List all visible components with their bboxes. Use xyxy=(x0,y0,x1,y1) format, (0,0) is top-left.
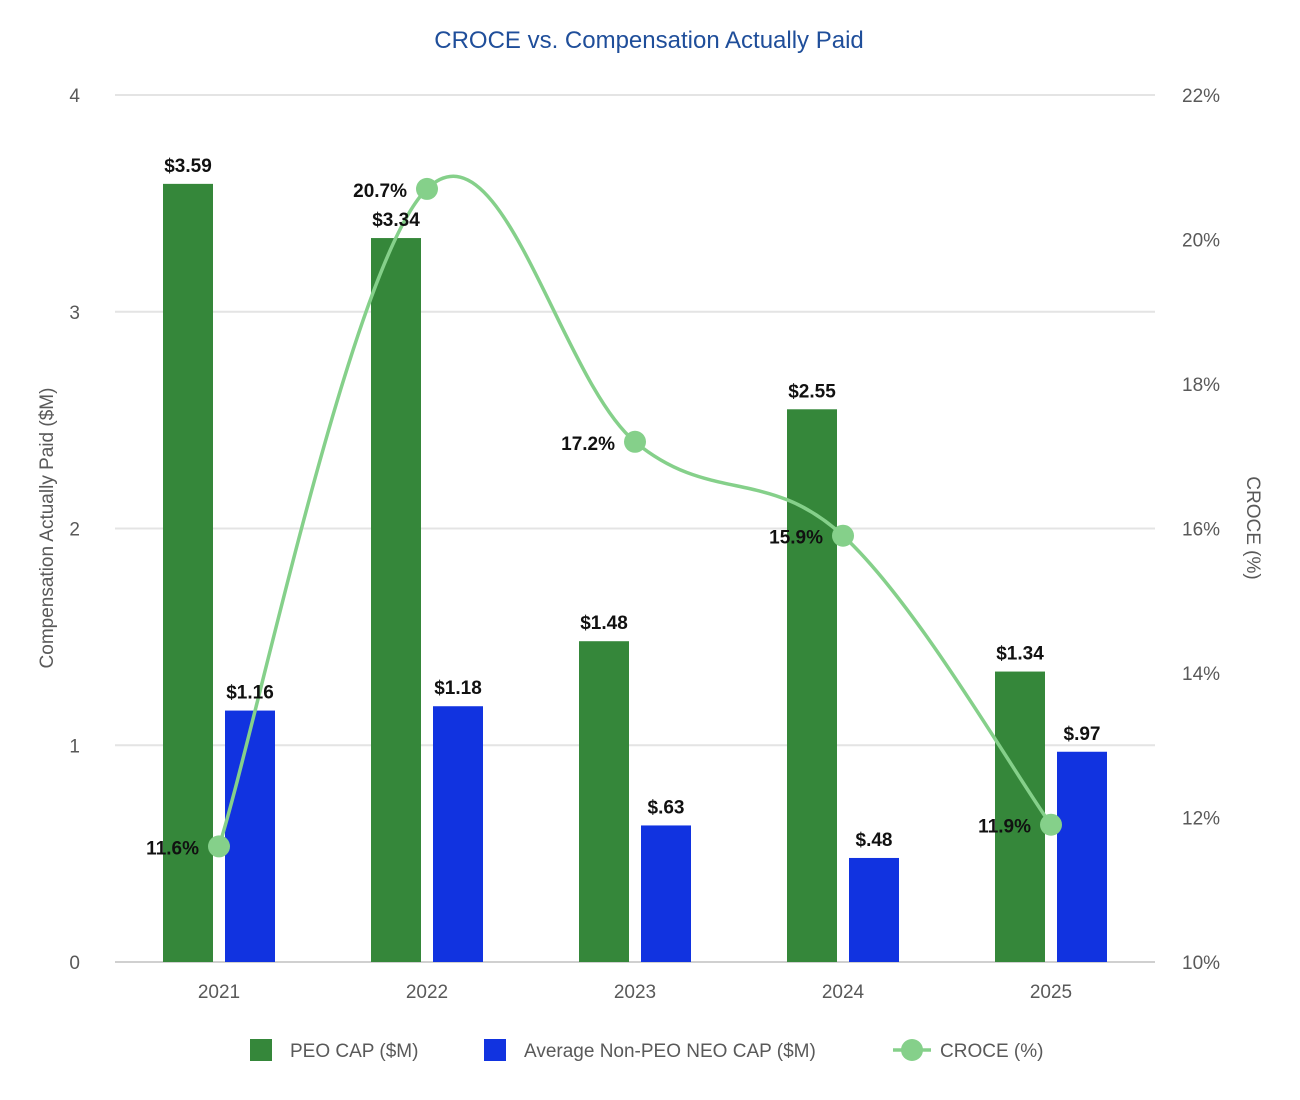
y-tick-label: 4 xyxy=(69,86,80,107)
x-tick-label: 2025 xyxy=(1030,982,1072,1003)
croce-point xyxy=(1040,813,1062,836)
y2-axis-title: CROCE (%) xyxy=(1242,476,1263,579)
legend-peo-cap-swatch xyxy=(250,1039,272,1061)
croce-point xyxy=(624,430,646,453)
peo-cap-bar xyxy=(787,409,837,963)
neo-cap-bar xyxy=(1057,751,1107,962)
peo-cap-bar xyxy=(995,671,1045,962)
neo-cap-data-label: $.97 xyxy=(1064,724,1101,745)
legend: PEO CAP ($M) Average Non-PEO NEO CAP ($M)… xyxy=(250,1039,1043,1062)
x-tick-label: 2023 xyxy=(614,982,656,1003)
croce-data-label: 20.7% xyxy=(353,181,407,202)
neo-cap-bar xyxy=(225,710,275,962)
y-tick-label: 1 xyxy=(69,736,80,757)
neo-cap-data-label: $1.16 xyxy=(226,683,274,704)
y-axis-title: Compensation Actually Paid ($M) xyxy=(37,388,58,669)
neo-cap-bar xyxy=(849,857,899,962)
croce-data-label: 17.2% xyxy=(561,434,615,455)
legend-peo-cap-label: PEO CAP ($M) xyxy=(290,1041,418,1062)
neo-cap-bar xyxy=(433,706,483,962)
y2-tick-label: 18% xyxy=(1182,375,1220,396)
neo-cap-data-label: $.48 xyxy=(856,830,893,851)
croce-point xyxy=(416,177,438,200)
peo-cap-data-label: $3.34 xyxy=(372,210,420,231)
y2-tick-label: 20% xyxy=(1182,231,1220,252)
peo-cap-data-label: $3.59 xyxy=(164,156,212,177)
peo-cap-bar xyxy=(371,238,421,962)
legend-croce-swatch-dot xyxy=(901,1039,923,1061)
neo-cap-data-label: $.63 xyxy=(648,797,685,818)
croce-point xyxy=(832,524,854,547)
legend-croce: CROCE (%) xyxy=(893,1039,1043,1062)
data-labels: $3.59 $3.34 $1.48 $2.55 $1.34 $1.16 $1.18 $.63 $… xyxy=(146,156,1100,860)
croce-line-path xyxy=(217,174,1053,847)
gridlines xyxy=(115,94,1155,963)
croce-data-label: 15.9% xyxy=(769,528,823,549)
croce-data-label: 11.6% xyxy=(146,838,199,859)
axes: 0 1 2 3 4 10% 12% 14% 16% 18% 20% 22% 2021 2022 2023 20… xyxy=(37,86,1263,1003)
y-tick-label: 2 xyxy=(69,520,80,541)
x-tick-label: 2021 xyxy=(198,982,240,1003)
legend-neo-cap-label: Average Non-PEO NEO CAP ($M) xyxy=(524,1041,816,1062)
legend-neo-cap-swatch xyxy=(484,1039,506,1061)
peo-cap-data-label: $1.34 xyxy=(996,644,1044,665)
y2-tick-label: 22% xyxy=(1182,86,1220,107)
legend-neo-cap: Average Non-PEO NEO CAP ($M) xyxy=(484,1039,816,1062)
y2-tick-label: 16% xyxy=(1182,520,1220,541)
neo-cap-data-label: $1.18 xyxy=(434,678,482,699)
croce-point xyxy=(208,835,230,858)
peo-cap-bar xyxy=(579,641,629,962)
y-tick-label: 3 xyxy=(69,303,80,324)
legend-peo-cap: PEO CAP ($M) xyxy=(250,1039,418,1062)
x-tick-label: 2024 xyxy=(822,982,865,1003)
neo-cap-bar xyxy=(641,825,691,962)
croce-line xyxy=(208,174,1062,858)
bars xyxy=(163,183,1107,963)
peo-cap-data-label: $2.55 xyxy=(788,381,836,402)
peo-cap-bar xyxy=(163,183,213,962)
y2-tick-label: 14% xyxy=(1182,664,1220,685)
croce-data-label: 11.9% xyxy=(978,817,1031,838)
x-tick-label: 2022 xyxy=(406,982,448,1003)
y-tick-label: 0 xyxy=(69,953,80,974)
y2-tick-label: 12% xyxy=(1182,809,1220,830)
y2-tick-label: 10% xyxy=(1182,953,1220,974)
legend-croce-label: CROCE (%) xyxy=(940,1041,1043,1062)
chart-title: CROCE vs. Compensation Actually Paid xyxy=(434,27,864,54)
peo-cap-data-label: $1.48 xyxy=(580,613,628,634)
